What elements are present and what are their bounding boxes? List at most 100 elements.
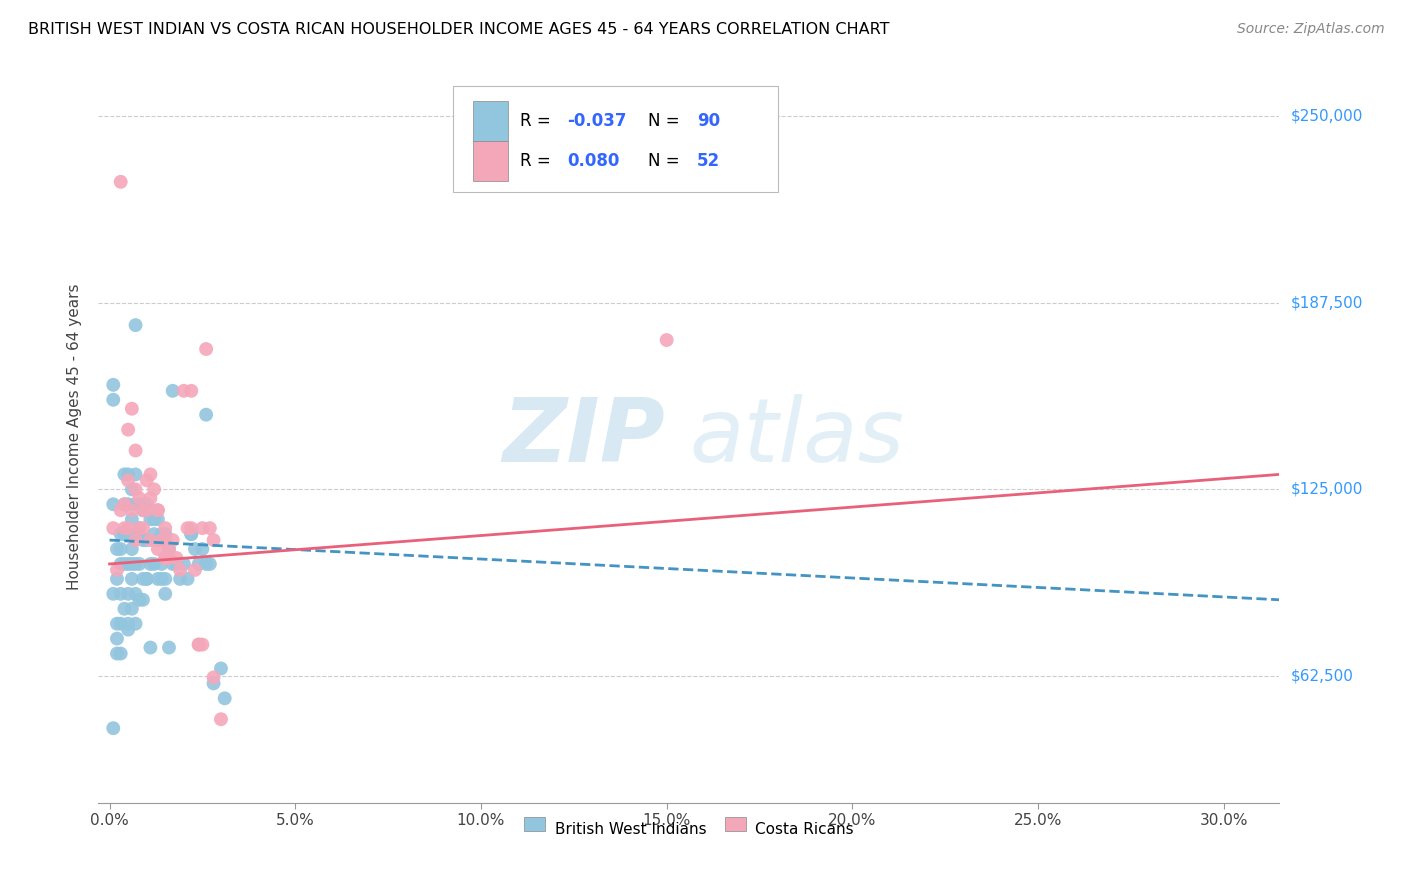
Point	[128, 497, 150, 511]
Point	[176, 521, 198, 535]
Point	[121, 542, 143, 557]
Point	[143, 527, 166, 541]
Text: R =: R =	[520, 112, 555, 130]
Point	[132, 521, 155, 535]
Text: atlas: atlas	[689, 394, 904, 480]
Point	[124, 443, 146, 458]
Point	[155, 533, 177, 547]
Point	[146, 512, 169, 526]
Point	[124, 467, 146, 482]
Point	[105, 616, 128, 631]
Text: N =: N =	[648, 112, 685, 130]
Point	[184, 563, 207, 577]
Point	[139, 467, 162, 482]
Text: -0.037: -0.037	[567, 112, 627, 130]
Point	[121, 512, 143, 526]
Text: 0.080: 0.080	[567, 152, 620, 169]
Point	[169, 572, 191, 586]
Point	[103, 721, 125, 735]
Point	[187, 638, 209, 652]
Point	[117, 423, 139, 437]
Point	[112, 601, 135, 615]
Text: 52: 52	[697, 152, 720, 169]
Point	[202, 670, 225, 684]
Point	[135, 533, 157, 547]
Point	[173, 384, 195, 398]
Point	[143, 557, 166, 571]
Point	[112, 527, 135, 541]
Point	[103, 377, 125, 392]
Point	[157, 640, 180, 655]
Text: R =: R =	[520, 152, 555, 169]
Point	[180, 384, 202, 398]
Point	[209, 661, 232, 675]
Point	[202, 676, 225, 690]
Point	[124, 533, 146, 547]
Point	[112, 527, 135, 541]
Point	[155, 527, 177, 541]
Point	[117, 616, 139, 631]
Point	[128, 527, 150, 541]
Point	[191, 521, 214, 535]
Point	[117, 467, 139, 482]
Point	[105, 563, 128, 577]
Point	[135, 572, 157, 586]
Point	[110, 587, 132, 601]
Point	[157, 542, 180, 557]
Point	[155, 587, 177, 601]
Point	[121, 557, 143, 571]
Point	[146, 542, 169, 557]
Point	[655, 333, 678, 347]
Point	[124, 557, 146, 571]
Point	[191, 638, 214, 652]
Point	[155, 521, 177, 535]
Point	[112, 521, 135, 535]
Point	[110, 175, 132, 189]
Point	[124, 527, 146, 541]
Point	[150, 572, 173, 586]
Point	[117, 474, 139, 488]
Point	[105, 542, 128, 557]
Point	[146, 503, 169, 517]
Point	[121, 601, 143, 615]
Point	[187, 557, 209, 571]
Point	[157, 542, 180, 557]
Point	[112, 467, 135, 482]
Bar	[472, 101, 508, 141]
Point	[180, 527, 202, 541]
Point	[124, 318, 146, 332]
Point	[128, 557, 150, 571]
Text: N =: N =	[648, 152, 685, 169]
Point	[128, 592, 150, 607]
Point	[184, 542, 207, 557]
Point	[112, 497, 135, 511]
Point	[155, 551, 177, 566]
Point	[176, 572, 198, 586]
Point	[155, 572, 177, 586]
Point	[117, 623, 139, 637]
Point	[173, 557, 195, 571]
Point	[169, 563, 191, 577]
Point	[139, 640, 162, 655]
Point	[128, 521, 150, 535]
Point	[110, 616, 132, 631]
Point	[103, 497, 125, 511]
Point	[117, 557, 139, 571]
Point	[117, 521, 139, 535]
Point	[146, 572, 169, 586]
Point	[112, 557, 135, 571]
Point	[112, 497, 135, 511]
Point	[146, 503, 169, 517]
Point	[103, 392, 125, 407]
Point	[162, 533, 184, 547]
Text: Source: ZipAtlas.com: Source: ZipAtlas.com	[1237, 22, 1385, 37]
Text: $250,000: $250,000	[1291, 109, 1362, 124]
Point	[105, 572, 128, 586]
Point	[155, 551, 177, 566]
Point	[135, 503, 157, 517]
FancyBboxPatch shape	[453, 86, 778, 192]
Point	[132, 592, 155, 607]
Point	[128, 521, 150, 535]
Point	[150, 557, 173, 571]
Point	[162, 557, 184, 571]
